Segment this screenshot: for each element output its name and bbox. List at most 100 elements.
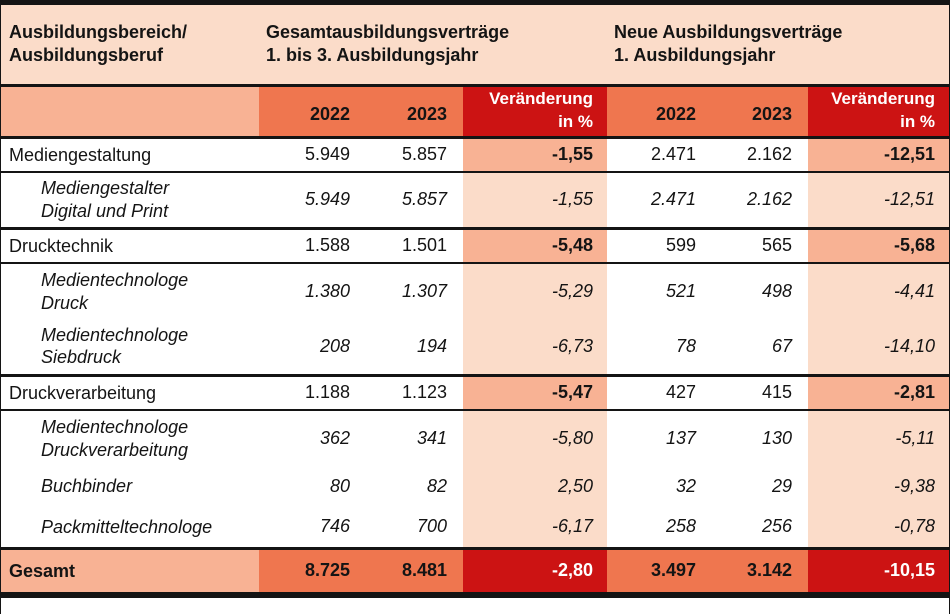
cell-new-2022: 2.471	[607, 135, 713, 172]
header-group-new-line2: 1. Ausbildungsjahr	[614, 45, 776, 66]
table-row-gesamt: Gesamt 8.725 8.481 -2,80 3.497 3.142 -10…	[1, 546, 949, 592]
bottom-border-bar	[1, 592, 949, 598]
cell-new-change: -12,51	[808, 171, 949, 228]
cell-total-2023: 194	[416, 335, 447, 356]
cell-new-2023: 29	[771, 476, 793, 496]
cell-new-2022: 599	[607, 226, 713, 263]
row-label: Mediengestaltung	[1, 135, 259, 172]
table-row-packmitteltechnologe: Packmitteltechnologe 746 700 -6,17 258 2…	[1, 507, 949, 548]
cell-total-2022: 5.949	[259, 135, 366, 172]
header-total-2023: 2023	[366, 83, 463, 137]
cell-total-2023: 1.307	[366, 262, 463, 319]
cell-total-2022: 80	[329, 476, 350, 496]
cell-total-2023: 1.123	[366, 373, 463, 410]
cell-new-2022: 137	[607, 409, 713, 466]
table-row-druckverarbeitung: Druckverarbeitung 1.188 1.123 -5,47 427 …	[1, 373, 949, 410]
row-label: Medientechnologe Siebdruck	[41, 324, 189, 368]
cell-new-2023: 2.162	[712, 171, 809, 228]
cell-new-change: -4,41	[808, 262, 949, 319]
cell-total-2022: 1.188	[259, 373, 366, 410]
cell-total-change: -6,17	[463, 507, 608, 548]
header-group-new-contracts: Neue Ausbildungsverträge 1. Ausbildungsj…	[607, 5, 949, 85]
table-row-buchbinder: Buchbinder 80 82 2,50 32 29 -9,38	[1, 466, 949, 507]
cell-total-2023: 1.501	[366, 226, 463, 263]
header-new-2023: 2023	[712, 83, 809, 137]
cell-new-change: -10,15	[808, 546, 949, 592]
table-row-medientechnologe-druckverarbeitung: Medientechnologe Druckverarbeitung 362 3…	[1, 409, 949, 466]
cell-total-change: -5,48	[463, 226, 608, 263]
cell-total-2022: 5.949	[259, 171, 366, 228]
cell-total-2023: 82	[426, 476, 447, 496]
cell-total-2022: 1.380	[259, 262, 366, 319]
header-new-2022: 2022	[607, 83, 713, 137]
cell-new-2023: 2.162	[712, 135, 809, 172]
cell-total-2022: 362	[259, 409, 366, 466]
cell-new-2023: 565	[712, 226, 809, 263]
cell-new-change: -0,78	[808, 507, 949, 548]
cell-total-change: -1,55	[463, 171, 608, 228]
cell-new-2022: 521	[607, 262, 713, 319]
cell-total-change: -5,29	[463, 262, 608, 319]
header-row-label-column: Ausbildungsbereich/ Ausbildungsberuf	[1, 5, 259, 85]
cell-total-2023: 341	[366, 409, 463, 466]
cell-new-2023: 256	[761, 516, 793, 537]
header-group-total-line2: 1. bis 3. Ausbildungsjahr	[266, 45, 479, 66]
cell-total-2023: 5.857	[366, 171, 463, 228]
cell-new-change: -14,10	[808, 319, 949, 375]
cell-new-2023: 415	[712, 373, 809, 410]
cell-new-2022: 32	[675, 476, 697, 496]
cell-new-2022: 2.471	[607, 171, 713, 228]
cell-new-2022: 78	[675, 335, 697, 356]
header-new-change: Veränderung in %	[808, 83, 949, 137]
cell-total-change: -5,47	[463, 373, 608, 410]
header-group-new-line1: Neue Ausbildungsverträge	[614, 21, 843, 42]
cell-total-2022: 746	[319, 516, 350, 537]
cell-new-change: -2,81	[808, 373, 949, 410]
cell-new-change: -5,11	[808, 409, 949, 466]
cell-total-2022: 208	[319, 335, 350, 356]
header-empty-cell	[1, 83, 259, 137]
row-label: Buchbinder	[41, 476, 133, 497]
header-total-2022: 2022	[259, 83, 366, 137]
header-total-change: Veränderung in %	[463, 83, 608, 137]
cell-total-change: -5,80	[463, 409, 608, 466]
top-border-bar	[1, 0, 949, 5]
header-group-total-line1: Gesamtausbildungsverträge	[266, 21, 510, 42]
header-label-line1: Ausbildungsbereich/	[9, 21, 188, 42]
cell-total-change: 2,50	[463, 466, 608, 507]
ausbildung-table: Ausbildungsbereich/ Ausbildungsberuf Ges…	[1, 5, 949, 592]
cell-total-2023: 8.481	[366, 546, 463, 592]
row-label: Gesamt	[1, 546, 259, 592]
cell-total-2023: 5.857	[366, 135, 463, 172]
cell-total-2023: 700	[416, 516, 447, 537]
cell-new-2022: 3.497	[607, 546, 713, 592]
row-label: Medientechnologe Druck	[1, 262, 259, 319]
cell-total-change: -2,80	[463, 546, 608, 592]
header-row-years: 2022 2023 Veränderung in % 2022 2023 Ver…	[1, 83, 949, 137]
table-row-mediengestaltung: Mediengestaltung 5.949 5.857 -1,55 2.471…	[1, 135, 949, 172]
table-row-mediengestalter-digital-print: Mediengestalter Digital und Print 5.949 …	[1, 171, 949, 228]
cell-new-change: -9,38	[808, 466, 949, 507]
cell-new-2023: 67	[771, 335, 793, 356]
cell-total-2022: 8.725	[259, 546, 366, 592]
table-row-drucktechnik: Drucktechnik 1.588 1.501 -5,48 599 565 -…	[1, 226, 949, 263]
row-label: Medientechnologe Druckverarbeitung	[1, 409, 259, 466]
cell-new-2023: 130	[712, 409, 809, 466]
table-row-medientechnologe-druck: Medientechnologe Druck 1.380 1.307 -5,29…	[1, 262, 949, 319]
header-group-total-contracts: Gesamtausbildungsverträge 1. bis 3. Ausb…	[259, 5, 608, 85]
cell-total-change: -6,73	[463, 319, 608, 375]
table-row-medientechnologe-siebdruck: Medientechnologe Siebdruck 208 194 -6,73…	[1, 319, 949, 375]
row-label: Packmitteltechnologe	[41, 516, 213, 537]
row-label: Mediengestalter Digital und Print	[1, 171, 259, 228]
cell-new-change: -12,51	[808, 135, 949, 172]
row-label: Drucktechnik	[1, 226, 259, 263]
cell-new-2023: 498	[712, 262, 809, 319]
cell-new-2022: 258	[665, 516, 697, 537]
header-row-groups: Ausbildungsbereich/ Ausbildungsberuf Ges…	[1, 5, 949, 85]
cell-new-change: -5,68	[808, 226, 949, 263]
cell-new-2022: 427	[607, 373, 713, 410]
cell-total-change: -1,55	[463, 135, 608, 172]
cell-new-2023: 3.142	[712, 546, 809, 592]
header-label-line2: Ausbildungsberuf	[9, 45, 163, 66]
